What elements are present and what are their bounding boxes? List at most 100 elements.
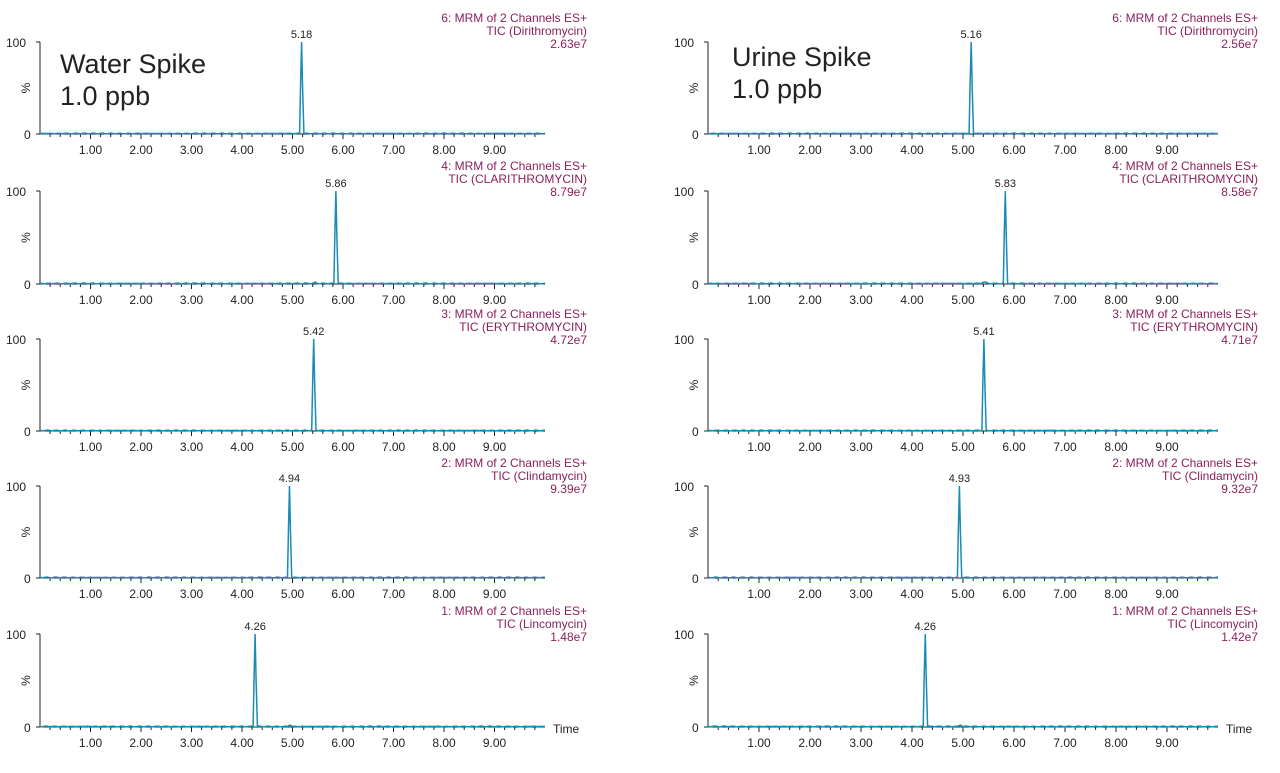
x-tick-label: 9.00 [483,736,507,750]
intensity-label: 8.79e7 [550,185,587,199]
chromatogram-trace [40,41,546,135]
y-tick-label: 0 [692,425,699,439]
x-tick-label: 4.00 [230,440,254,454]
x-tick-label: 2.00 [129,143,153,157]
chromatogram-trace [707,485,1219,579]
intensity-label: 2.63e7 [550,37,587,51]
x-tick-label: 6.00 [331,293,355,307]
x-tick-label: 7.00 [1053,736,1077,750]
sample-title-line: Water Spike [60,49,207,79]
peak-label: 5.18 [291,29,312,41]
x-tick-label: 9.00 [1155,440,1179,454]
x-tick-label: 3.00 [180,440,204,454]
x-tick-label: 1.00 [79,293,103,307]
channel-label: 4: MRM of 2 Channels ES+ [1112,159,1258,173]
channel-label: 1: MRM of 2 Channels ES+ [1112,604,1258,618]
peak-label: 5.86 [325,178,346,190]
intensity-label: 4.72e7 [550,333,587,347]
y-axis-unit: % [19,82,33,93]
chromatogram-panel: 100 0% 1.00 2.00 3.00 4.00 5.00 6.00 7.00 8.00 9.0… [6,473,545,601]
x-tick-label: 9.00 [483,587,507,601]
peak-label: 4.26 [244,621,265,633]
compound-label: TIC (CLARITHROMYCIN) [1119,172,1258,186]
y-axis-unit: % [687,526,701,537]
y-axis-unit: % [19,232,33,243]
peak-label: 4.93 [949,473,970,485]
y-axis-unit: % [19,675,33,686]
x-tick-label: 2.00 [798,440,822,454]
peak-label: 5.42 [303,326,324,338]
x-tick-label: 9.00 [483,143,507,157]
x-tick-label: 7.00 [382,143,406,157]
x-tick-label: 7.00 [1053,587,1077,601]
x-tick-label: 5.00 [951,736,975,750]
channel-label: 2: MRM of 2 Channels ES+ [1112,456,1258,470]
sample-title-line: 1.0 ppb [732,74,823,104]
x-tick-label: 7.00 [382,587,406,601]
x-tick-label: 1.00 [747,143,771,157]
y-tick-label: 100 [674,185,694,199]
x-tick-label: 7.00 [1053,143,1077,157]
y-tick-label: 0 [24,278,31,292]
chromatogram-trace [39,485,545,579]
sample-title-line: Urine Spike [732,42,872,72]
y-tick-label: 0 [692,128,699,142]
y-tick-label: 100 [674,480,694,494]
chromatogram-panel: 100 0% 1.00 2.00 3.00 4.00 5.00 6.00 7.00 8.00 9.0… [674,473,1219,601]
x-tick-label: 5.00 [951,293,975,307]
x-tick-label: 9.00 [1155,293,1179,307]
panel-info: 6: MRM of 2 Channels ES+ TIC (Dirithromy… [441,12,587,51]
x-tick-label: 8.00 [1104,293,1128,307]
x-tick-label: 9.00 [1155,587,1179,601]
channel-label: 6: MRM of 2 Channels ES+ [1112,11,1258,25]
y-axis-unit: % [19,379,33,390]
chromatogram-trace [39,190,546,285]
panel-info: 3: MRM of 2 Channels ES+ TIC (ERYTHROMYC… [441,308,587,347]
x-tick-label: 3.00 [849,440,873,454]
y-tick-label: 0 [24,128,31,142]
chromatogram-panel: 100 0% 1.00 2.00 3.00 4.00 5.00 6.00 7.00 8.00 9.0… [674,178,1219,307]
peak-label: 5.16 [960,29,981,41]
y-tick-label: 0 [692,572,699,586]
x-tick-label: 1.00 [79,587,103,601]
y-axis-unit: % [687,379,701,390]
y-tick-label: 100 [674,333,694,347]
panel-info: 4: MRM of 2 Channels ES+ TIC (CLARITHROM… [1112,160,1258,199]
chromatogram-trace [707,633,1219,728]
panel-info: 1: MRM of 2 Channels ES+ TIC (Lincomycin… [441,605,587,644]
x-tick-label: 1.00 [747,293,771,307]
x-tick-label: 6.00 [1002,143,1026,157]
compound-label: TIC (ERYTHROMYCIN) [459,320,587,334]
y-tick-label: 100 [6,185,26,199]
intensity-label: 9.39e7 [550,482,587,496]
x-tick-label: 5.00 [281,143,305,157]
y-tick-label: 100 [674,628,694,642]
panel-info: 4: MRM of 2 Channels ES+ TIC (CLARITHROM… [441,160,587,199]
x-tick-label: 2.00 [798,587,822,601]
x-tick-label: 2.00 [129,293,153,307]
sample-title-water: Water Spike 1.0 ppb [60,48,206,112]
y-axis-unit: % [687,82,701,93]
chromatogram-trace [39,338,546,432]
channel-label: 4: MRM of 2 Channels ES+ [441,159,587,173]
x-tick-label: 9.00 [483,293,507,307]
x-tick-label: 5.00 [951,143,975,157]
x-tick-label: 4.00 [230,587,254,601]
x-tick-label: 9.00 [1155,736,1179,750]
x-tick-label: 7.00 [382,736,406,750]
x-tick-label: 7.00 [382,293,406,307]
x-tick-label: 4.00 [900,143,924,157]
channel-label: 2: MRM of 2 Channels ES+ [441,456,587,470]
y-tick-label: 0 [692,278,699,292]
x-tick-label: 8.00 [432,736,456,750]
chromatogram-trace [707,190,1219,285]
x-tick-label: 1.00 [747,440,771,454]
x-tick-label: 1.00 [79,440,103,454]
x-tick-label: 2.00 [798,736,822,750]
x-tick-label: 5.00 [951,587,975,601]
y-tick-label: 100 [6,36,26,50]
x-tick-label: 2.00 [129,587,153,601]
x-tick-label: 5.00 [281,293,305,307]
x-tick-label: 8.00 [1104,587,1128,601]
